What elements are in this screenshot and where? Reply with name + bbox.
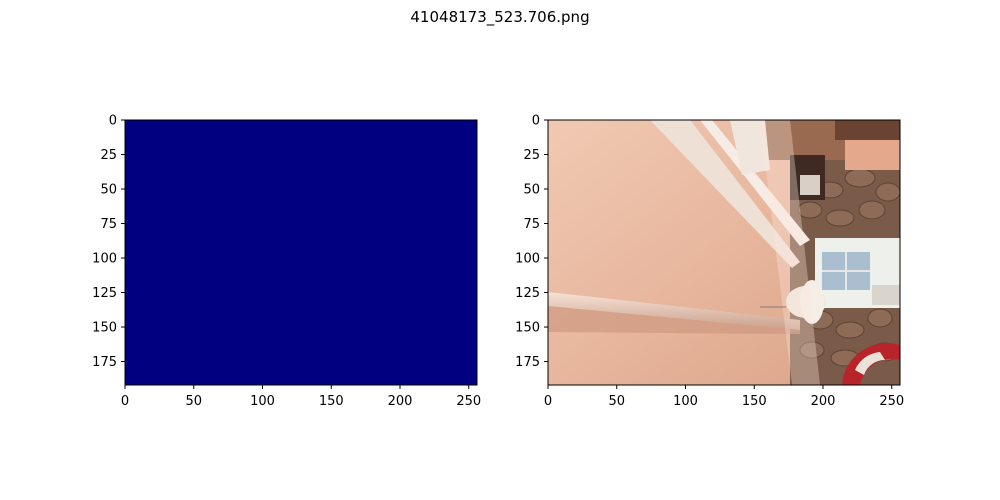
x-tick-label: 100 xyxy=(250,394,275,409)
x-tick-label: 150 xyxy=(742,394,767,409)
y-tick-label: 150 xyxy=(515,321,540,336)
y-tick-label: 75 xyxy=(100,217,117,232)
right-panel: 0 25 50 75 100 125 150 175 0 50 100 150 200 250 xyxy=(515,114,904,410)
x-tick-label: 100 xyxy=(673,394,698,409)
y-tick-label: 0 xyxy=(109,114,117,129)
x-tick-label: 50 xyxy=(608,394,625,409)
x-tick-label: 0 xyxy=(544,394,552,409)
photo-image xyxy=(548,120,900,385)
y-tick-label: 175 xyxy=(515,355,540,370)
x-tick-label: 250 xyxy=(879,394,904,409)
x-tick-label: 50 xyxy=(185,394,202,409)
figure-title: 41048173_523.706.png xyxy=(410,8,589,27)
x-tick-label: 0 xyxy=(121,394,129,409)
y-tick-label: 0 xyxy=(532,114,540,129)
left-x-ticks: 0 50 100 150 200 250 xyxy=(121,385,481,409)
x-tick-label: 250 xyxy=(456,394,481,409)
y-tick-label: 150 xyxy=(92,321,117,336)
y-tick-label: 125 xyxy=(515,286,540,301)
y-tick-label: 50 xyxy=(523,183,540,198)
y-tick-label: 100 xyxy=(92,252,117,267)
left-axes-frame xyxy=(124,119,478,386)
y-tick-label: 50 xyxy=(100,183,117,198)
y-tick-label: 25 xyxy=(100,148,117,163)
heatmap-image xyxy=(125,120,477,385)
y-tick-label: 25 xyxy=(523,148,540,163)
x-tick-label: 200 xyxy=(388,394,413,409)
right-x-ticks: 0 50 100 150 200 250 xyxy=(544,385,904,409)
right-axes-frame xyxy=(547,119,901,386)
y-tick-label: 100 xyxy=(515,252,540,267)
left-y-ticks: 0 25 50 75 100 125 150 175 xyxy=(92,114,125,370)
x-tick-label: 150 xyxy=(319,394,344,409)
y-tick-label: 125 xyxy=(92,286,117,301)
y-tick-label: 75 xyxy=(523,217,540,232)
y-tick-label: 175 xyxy=(92,355,117,370)
right-y-ticks: 0 25 50 75 100 125 150 175 xyxy=(515,114,548,370)
left-panel: 0 25 50 75 100 125 150 175 0 50 100 150 200 250 xyxy=(92,114,481,410)
x-tick-label: 200 xyxy=(811,394,836,409)
